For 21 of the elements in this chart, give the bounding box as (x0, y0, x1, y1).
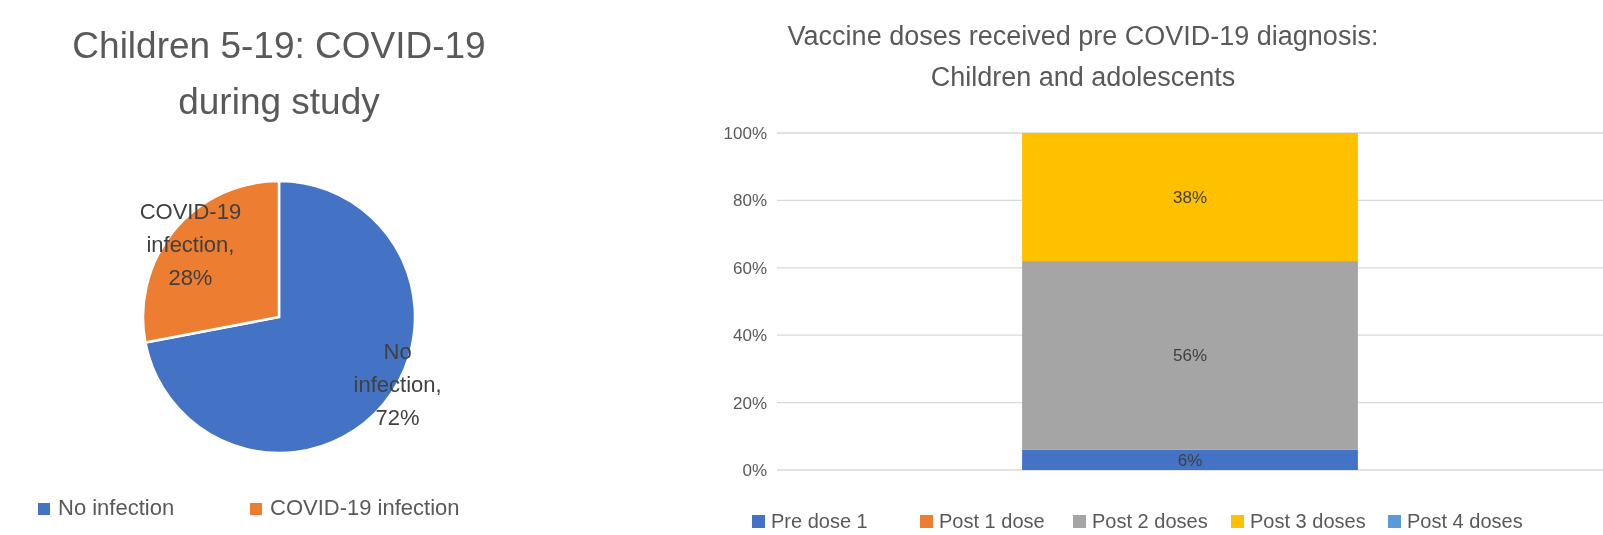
legend-label: Post 1 dose (939, 510, 1045, 532)
bar (1022, 449, 1358, 470)
y-tick-label: 60% (732, 258, 767, 278)
chart-title: Children 5-19: COVID-19 during study (72, 25, 486, 122)
y-tick-label: 80% (732, 191, 767, 211)
legend-label: Pre dose 1 (771, 510, 868, 532)
y-tick-label: 20% (732, 393, 767, 413)
data-label: 6% (1177, 450, 1203, 470)
chart-title: Vaccine doses received pre COVID-19 diagnosis: Children and adolescents (787, 21, 1379, 92)
data-label: 38% (1172, 188, 1208, 208)
y-tick-label: 40% (732, 326, 767, 346)
bar (1022, 133, 1358, 262)
y-tick-label: 100% (723, 124, 767, 143)
legend-label: No infection (58, 495, 175, 520)
legend-label: COVID-19 infection (270, 495, 460, 520)
data-label: 56% (1172, 346, 1208, 366)
bar (1022, 261, 1358, 450)
legend-label: Post 3 doses (1250, 510, 1366, 532)
legend-label: Post 2 doses (1092, 510, 1208, 532)
y-tick-label: 0% (742, 461, 767, 480)
legend-label: Post 4 doses (1407, 510, 1523, 532)
